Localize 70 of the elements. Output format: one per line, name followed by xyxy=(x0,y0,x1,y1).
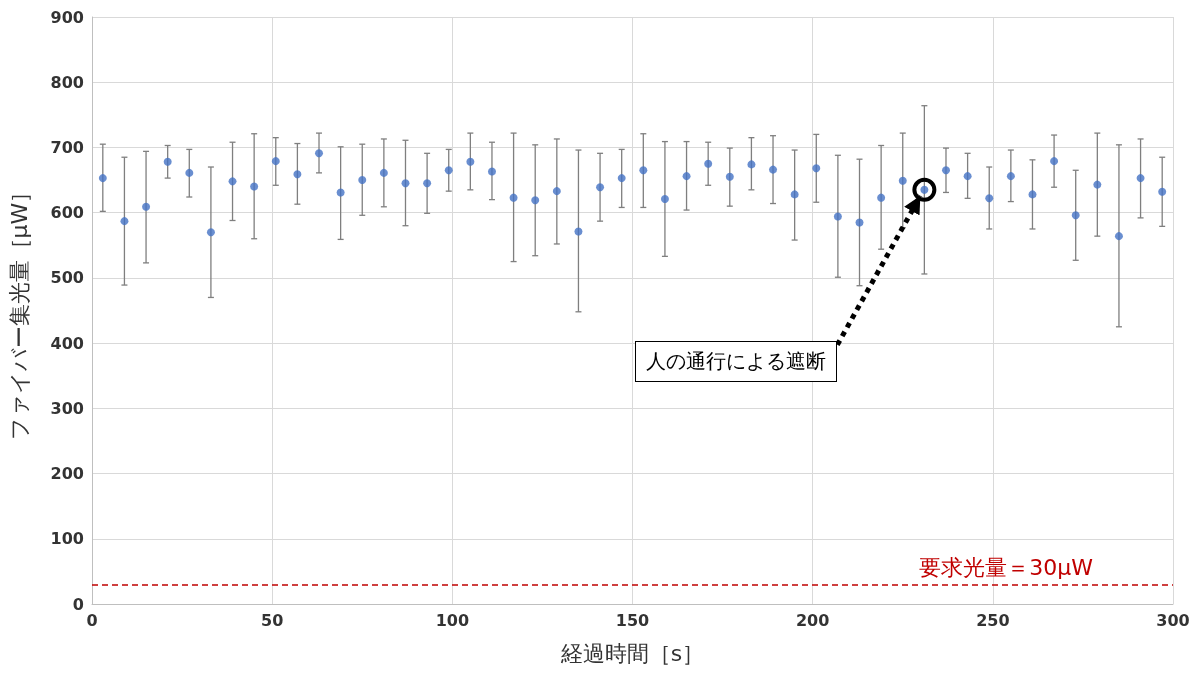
ref-line-label: 要求光量＝30μW xyxy=(919,554,1094,580)
y-tick-label: 400 xyxy=(50,333,84,353)
annotation: 人の通行による遮断 xyxy=(635,341,838,383)
x-tick-label: 50 xyxy=(261,610,284,630)
y-tick-label: 600 xyxy=(50,203,84,223)
y-tick-label: 300 xyxy=(50,398,84,418)
point xyxy=(942,166,950,175)
x-tick-label: 300 xyxy=(1156,610,1190,630)
point xyxy=(423,179,432,188)
point xyxy=(963,172,972,181)
y-tick-label: 900 xyxy=(50,7,84,27)
point xyxy=(336,188,345,197)
point xyxy=(163,157,172,166)
point xyxy=(315,149,324,158)
point xyxy=(682,172,691,181)
point xyxy=(466,157,475,166)
point xyxy=(747,160,756,169)
point xyxy=(271,157,280,166)
point xyxy=(228,177,237,186)
point xyxy=(293,170,302,179)
point xyxy=(487,167,496,176)
point xyxy=(617,174,626,183)
point xyxy=(1071,211,1080,220)
x-tick-label: 150 xyxy=(615,610,650,630)
y-tick-label: 800 xyxy=(50,72,84,92)
point xyxy=(639,166,648,175)
point xyxy=(833,212,842,221)
y-tick-label: 700 xyxy=(50,137,84,157)
point xyxy=(206,228,215,237)
point xyxy=(401,179,410,188)
y-tick-label: 100 xyxy=(50,529,84,549)
x-tick-label: 250 xyxy=(976,610,1010,630)
point xyxy=(574,227,583,236)
point xyxy=(1093,180,1102,189)
point xyxy=(660,194,669,203)
point xyxy=(379,168,388,177)
x-tick-label: 100 xyxy=(435,610,470,630)
point xyxy=(855,218,864,227)
point xyxy=(1114,232,1123,241)
point xyxy=(1006,172,1015,181)
x-tick-label: 0 xyxy=(86,610,98,630)
point xyxy=(1050,157,1059,166)
point xyxy=(877,193,886,202)
y-tick-label: 0 xyxy=(72,594,84,614)
x-axis-title: 経過時間［s］ xyxy=(559,640,705,666)
y-tick-label: 200 xyxy=(50,464,84,484)
point xyxy=(142,202,151,211)
point xyxy=(250,182,259,191)
point xyxy=(1136,174,1145,183)
point xyxy=(531,196,540,205)
point xyxy=(790,190,799,199)
point xyxy=(358,176,367,185)
y-axis-title: ファイバー集光量［μW］ xyxy=(6,180,32,441)
point xyxy=(444,166,453,175)
point xyxy=(812,164,821,173)
point xyxy=(596,183,605,192)
point xyxy=(509,193,518,202)
point xyxy=(120,217,129,226)
y-tick-label: 500 xyxy=(50,268,84,288)
point xyxy=(185,168,194,177)
point xyxy=(1158,187,1167,196)
point xyxy=(985,194,994,203)
point xyxy=(552,187,561,196)
point xyxy=(1028,190,1037,199)
point xyxy=(725,172,734,181)
point xyxy=(704,159,713,168)
point xyxy=(898,176,907,185)
x-tick-label: 200 xyxy=(795,610,830,630)
point xyxy=(769,165,778,174)
point xyxy=(98,174,107,183)
